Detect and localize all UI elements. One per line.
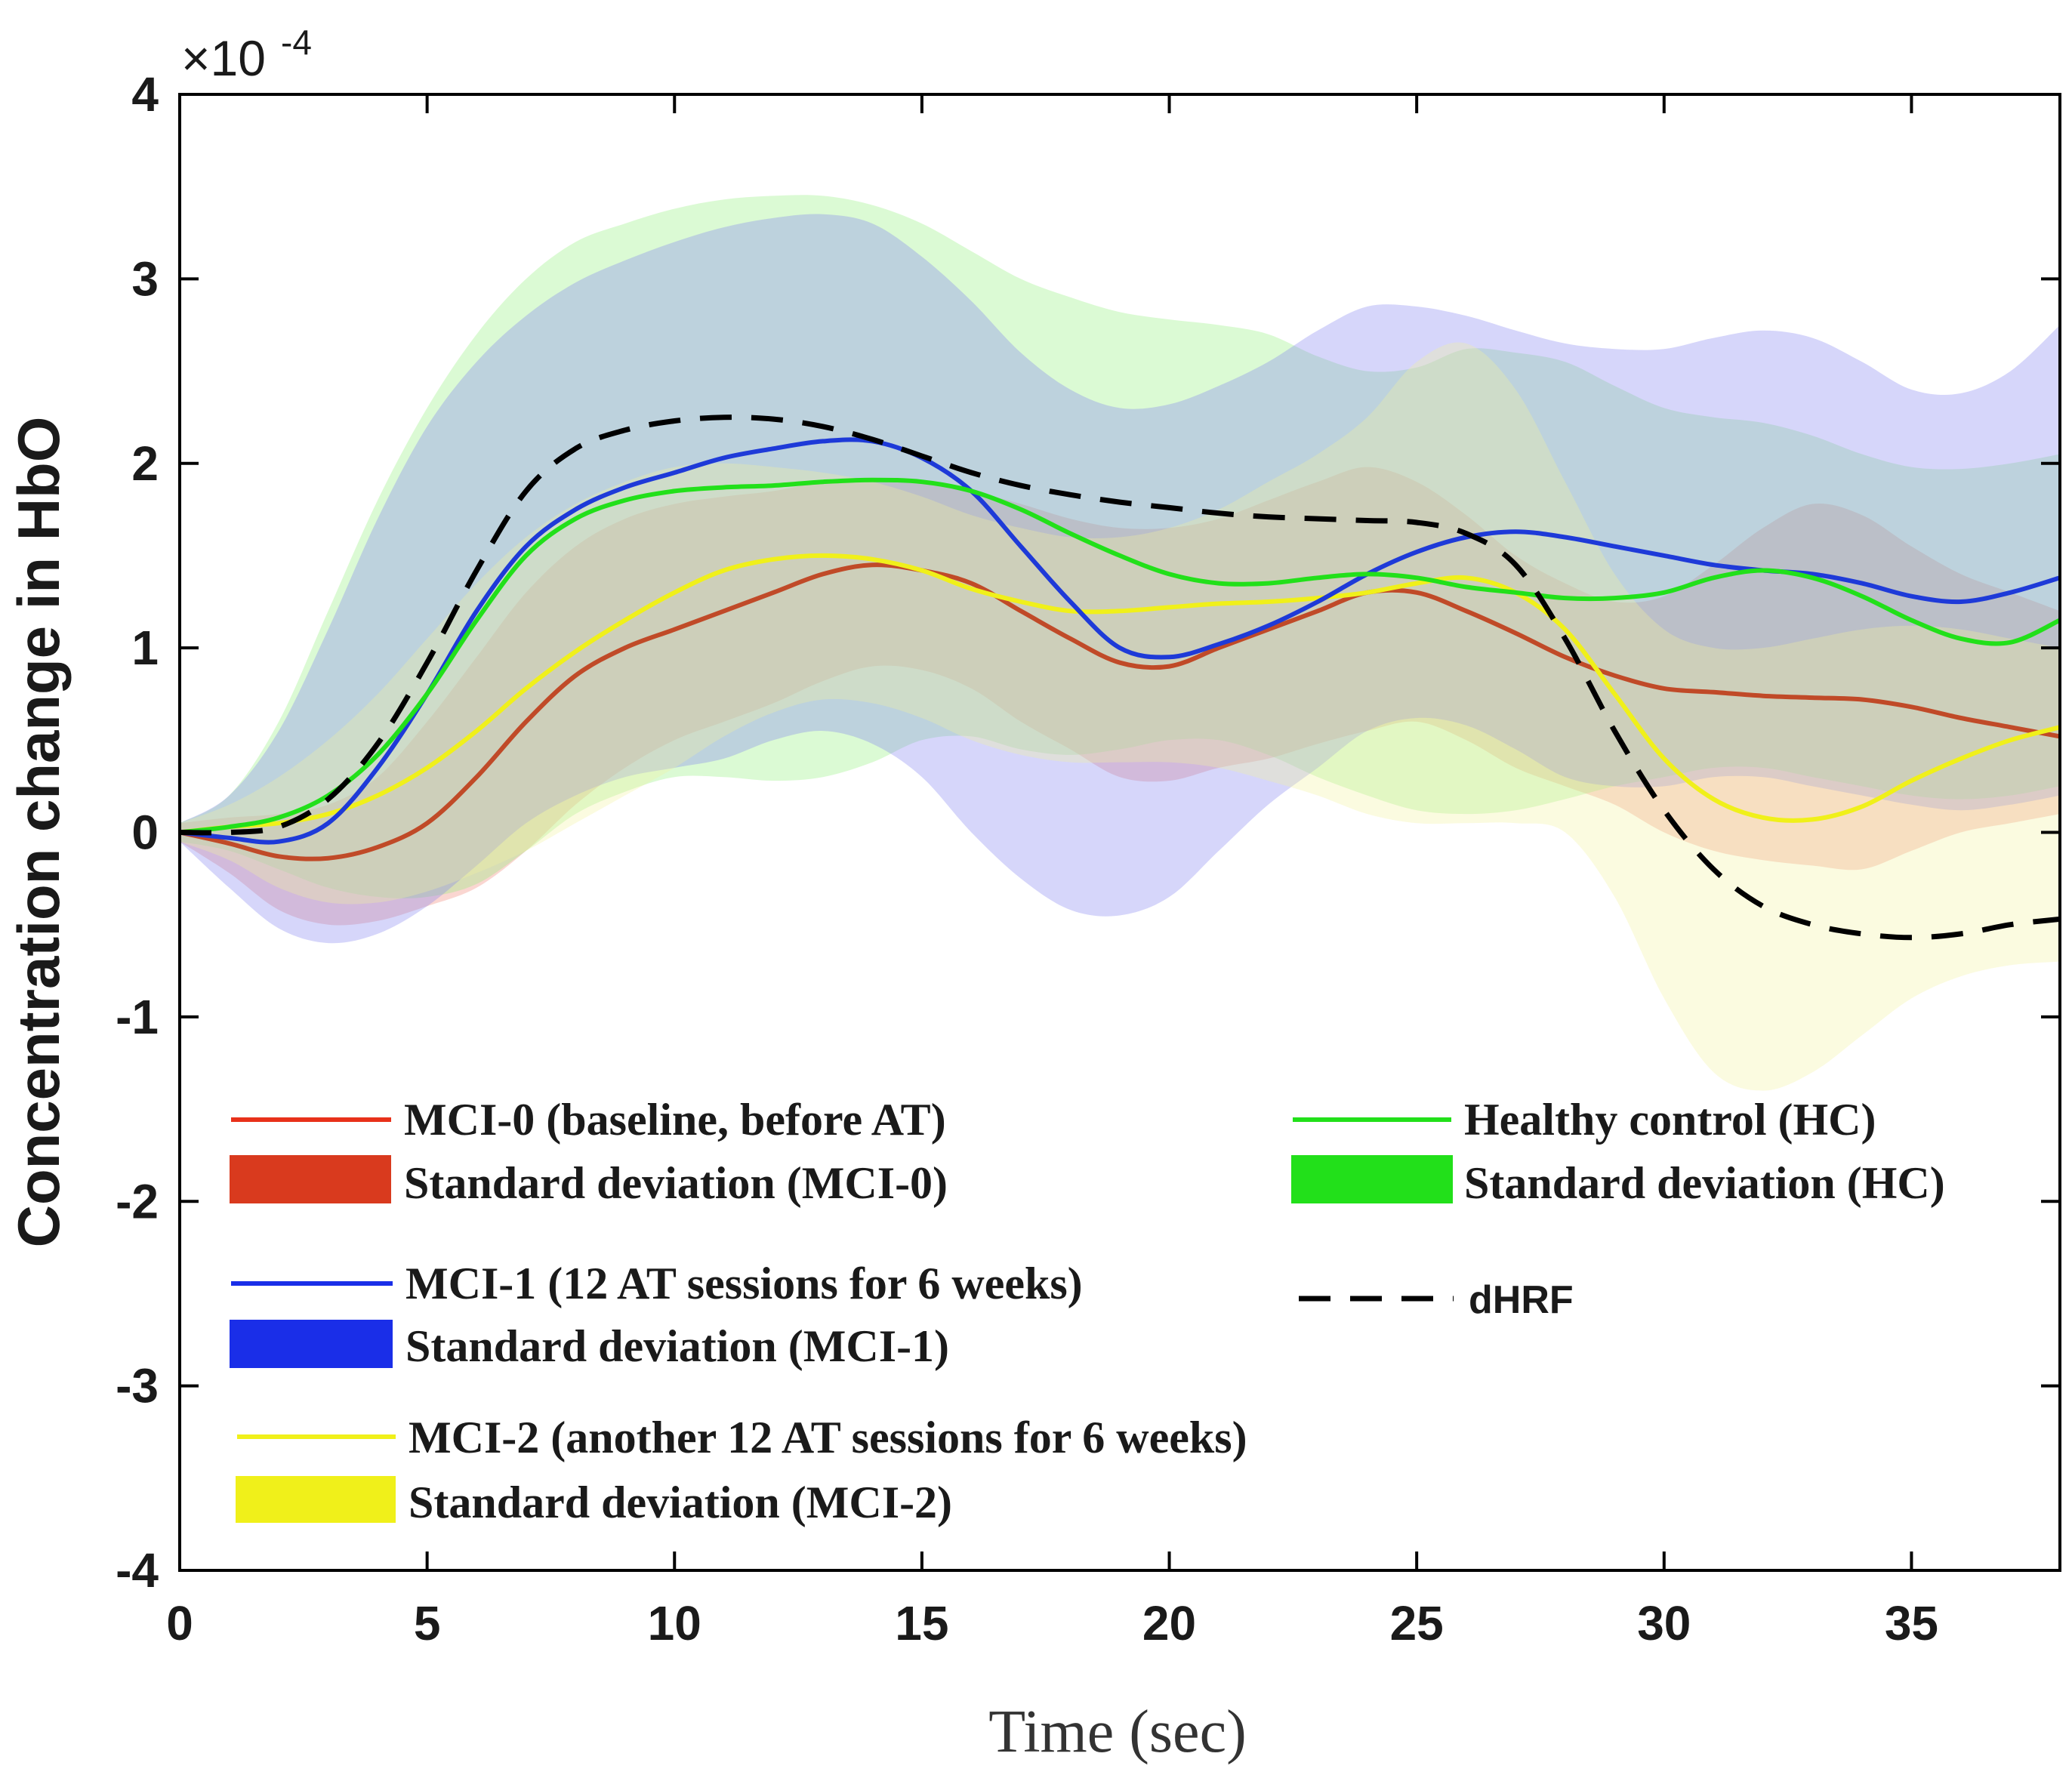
sd-band-mci0 [180,467,2060,926]
legend-label-hc: Healthy control (HC) [1464,1095,1876,1145]
y-tick-label--2: -2 [116,1174,159,1228]
sd-bands [180,195,2060,1091]
legend-label-mci0: MCI-0 (baseline, before AT) [404,1095,946,1145]
y-tick-label--1: -1 [116,990,159,1044]
x-tick-label-0: 0 [166,1596,193,1650]
x-axis-title: Time (sec) [988,1699,1246,1765]
sd-band-mci2 [180,342,2060,1091]
x-tick-label-15: 15 [895,1596,948,1650]
x-tick-label-25: 25 [1390,1596,1444,1650]
y-tick-label--4: -4 [116,1543,159,1598]
legend-swatch-mci2-sd [236,1476,396,1523]
legend-label-mci2-sd: Standard deviation (MCI-2) [409,1478,952,1527]
y-tick-label-4: 4 [131,67,159,122]
x-tick-label-35: 35 [1885,1596,1938,1650]
y-tick-label-0: 0 [131,806,159,860]
series-line-mci1 [179,437,2061,845]
y-tick-label-3: 3 [131,251,159,306]
series-line-hc [179,477,2061,835]
legend-label-hc-sd: Standard deviation (HC) [1464,1158,1945,1208]
y-tick-label-1: 1 [131,621,159,675]
legend: MCI-0 (baseline, before AT) Standard dev… [230,1095,1945,1527]
y-tick-label-2: 2 [131,436,159,491]
series-lines [179,414,2061,941]
legend-swatch-mci0-sd [230,1155,391,1203]
x-tick-label-10: 10 [648,1596,701,1650]
y-multiplier: ×10 [181,30,266,86]
x-tick-label-30: 30 [1637,1596,1691,1650]
legend-label-mci0-sd: Standard deviation (MCI-0) [404,1158,948,1208]
sd-band-mci1 [180,214,2060,944]
series-line-mci0 [179,562,2061,861]
legend-label-mci2: MCI-2 (another 12 AT sessions for 6 week… [409,1413,1247,1462]
legend-swatch-hc-sd [1291,1155,1453,1203]
axis-ticks: 0 5 10 15 20 25 30 35 -4 -3 -2 -1 0 1 2 3 4 [116,67,2060,1650]
series-line-dhrf [179,414,2061,941]
x-tick-label-5: 5 [414,1596,441,1650]
legend-label-mci1: MCI-1 (12 AT sessions for 6 weeks) [405,1259,1083,1308]
legend-label-mci1-sd: Standard deviation (MCI-1) [405,1321,949,1371]
y-tick-label--3: -3 [116,1359,159,1413]
legend-label-dhrf: dHRF [1469,1278,1574,1322]
y-multiplier-exponent: -4 [281,23,312,62]
sd-band-hc [180,195,2060,898]
series-line-mci2 [179,553,2061,835]
x-tick-label-20: 20 [1142,1596,1196,1650]
legend-swatch-mci1-sd [230,1320,393,1368]
y-axis-title: Concentration change in HbO [5,417,72,1248]
